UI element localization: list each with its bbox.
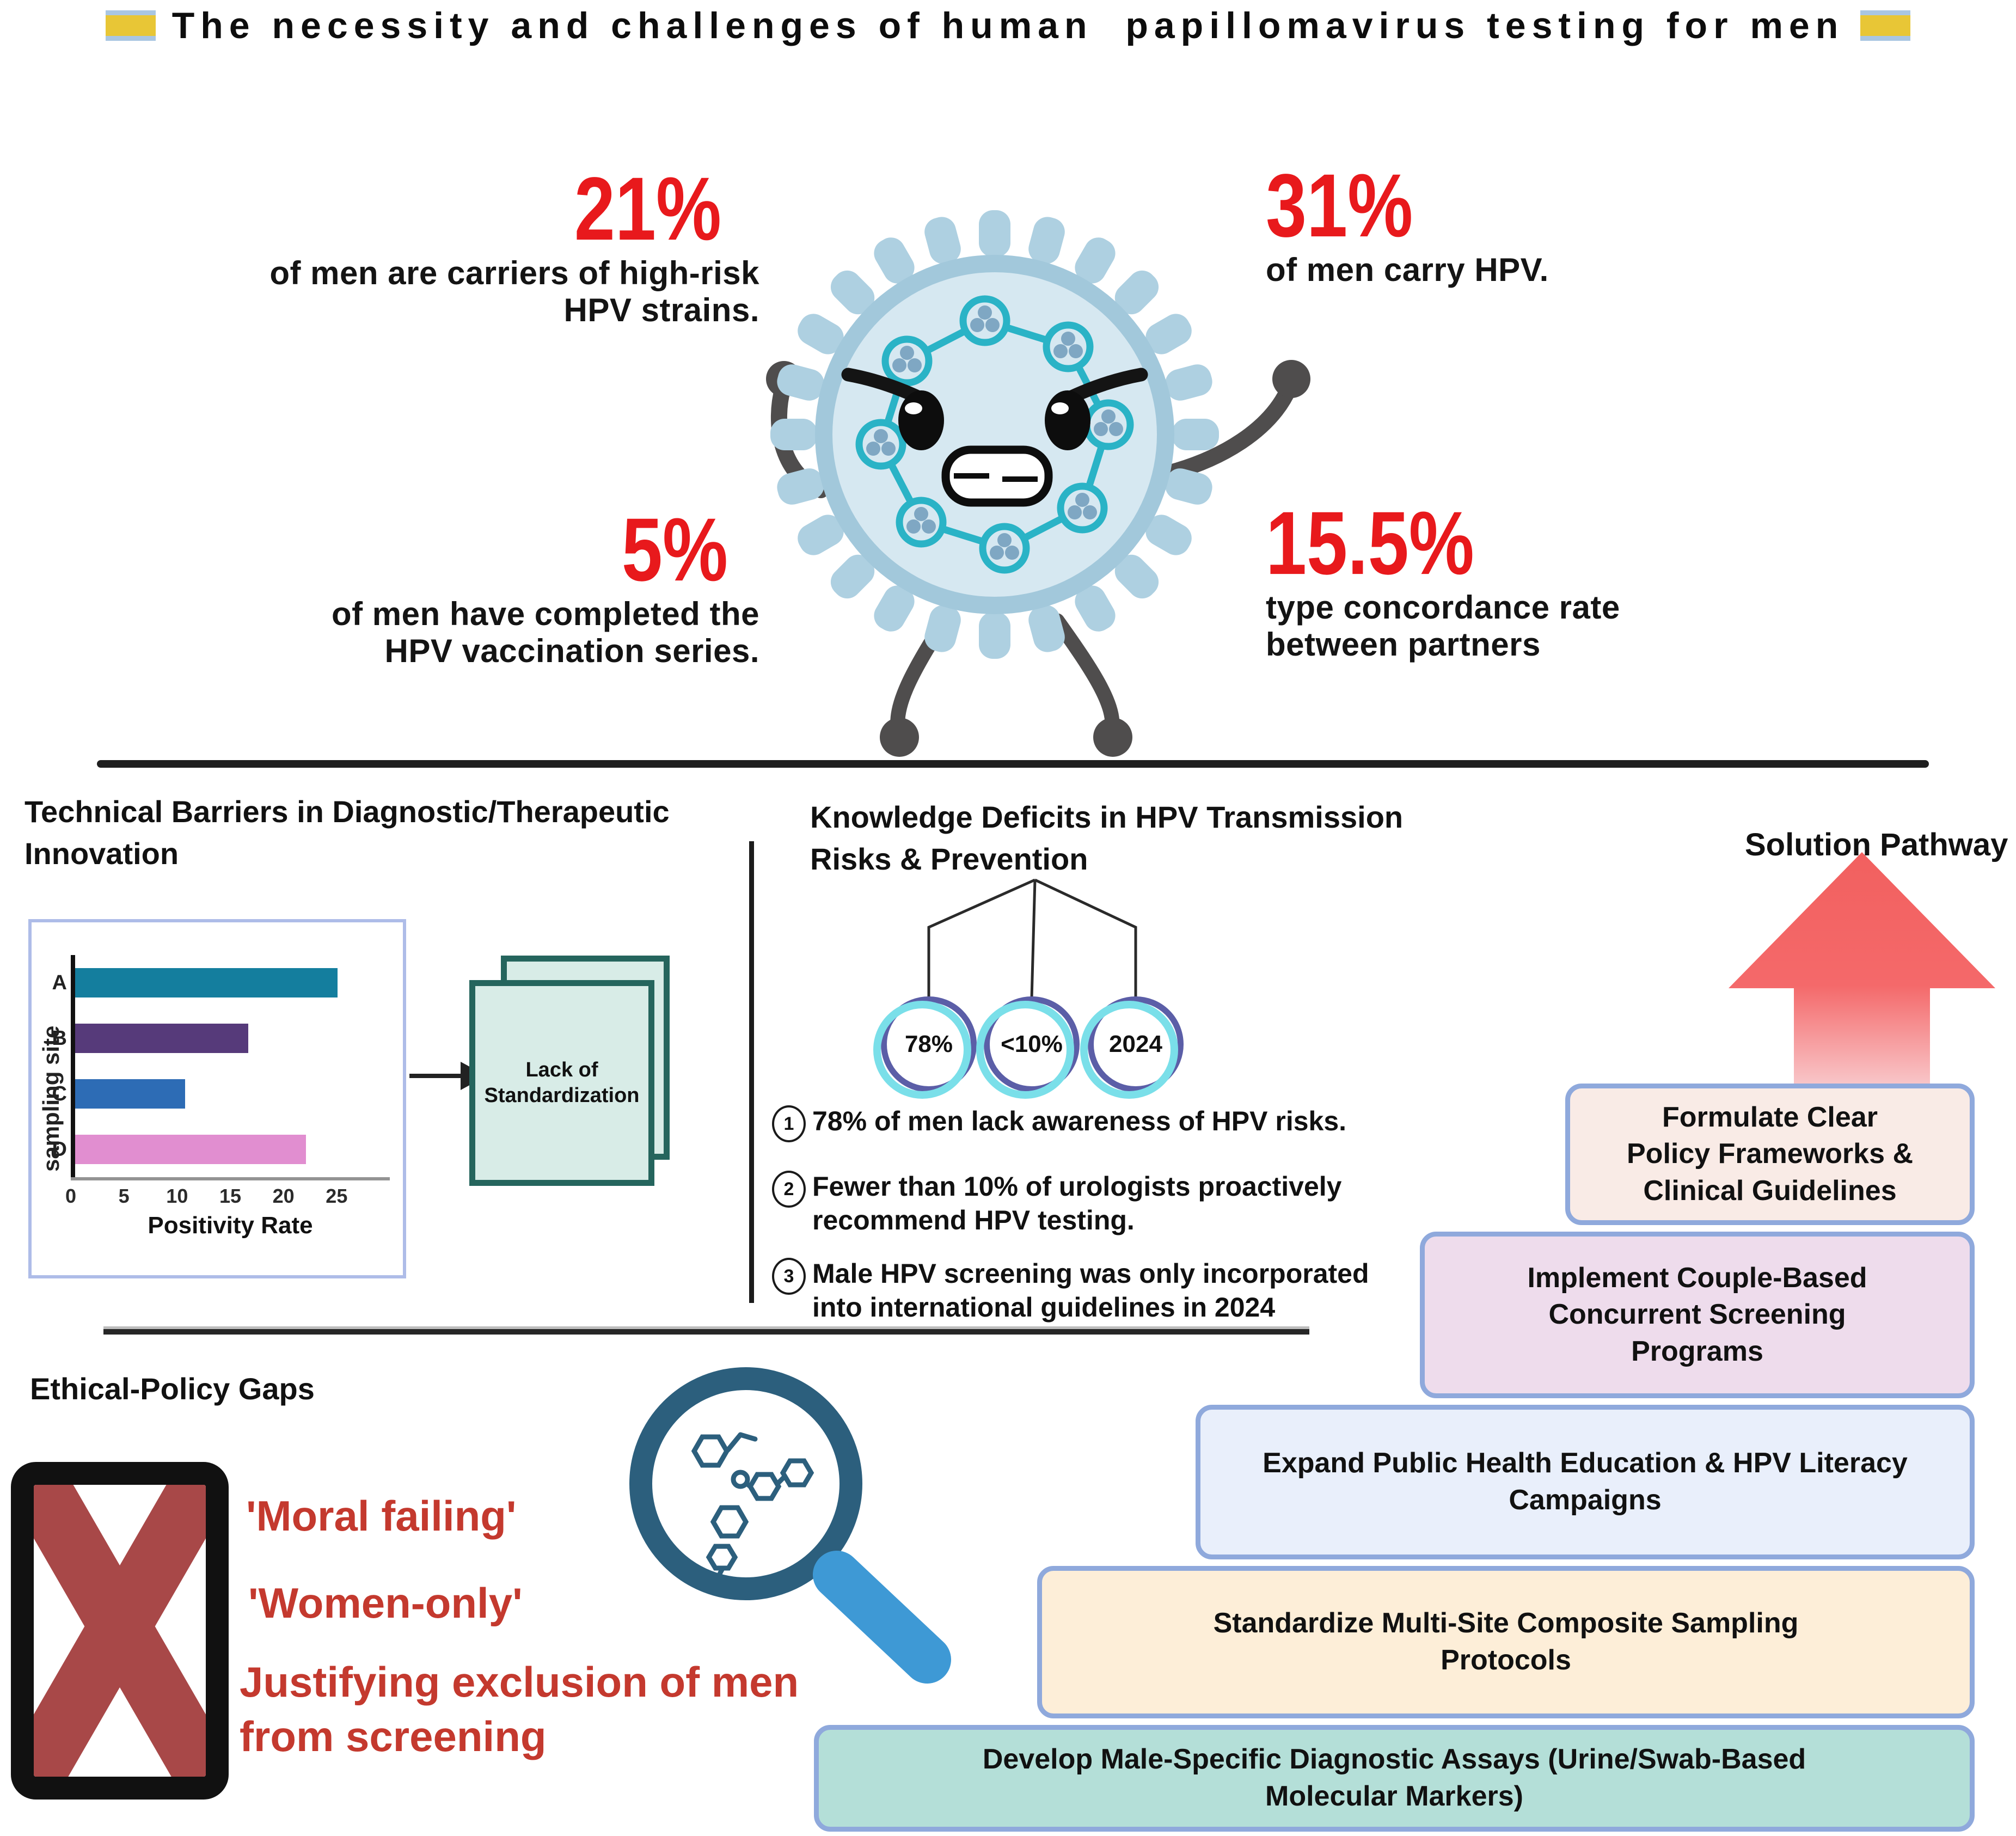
stat-label: of men are carriers of high-risk HPV str… [269, 255, 759, 328]
magnifier-icon [629, 1367, 951, 1684]
point-text: 78% of men lack awareness of HPV risks. [812, 1106, 1347, 1136]
knowledge-point-2: 2 Fewer than 10% of urologists proactive… [772, 1170, 1398, 1237]
knowledge-circle-awareness: 78% [881, 996, 977, 1092]
stat-vaccination-series: 5% of men have completed the HPV vaccina… [280, 505, 759, 670]
point-text: Fewer than 10% of urologists proactively… [812, 1171, 1342, 1235]
point-number-badge: 2 [772, 1171, 806, 1208]
chart-bar-track [75, 1135, 390, 1164]
chart-category-label: C [52, 1082, 67, 1105]
x-mark-icon [11, 1462, 229, 1800]
positivity-rate-chart: sampling site A B C D 0 5 10 15 20 25 Positivity… [28, 919, 406, 1278]
chart-x-axis-label: Positivity Rate [148, 1212, 313, 1239]
technical-section-heading: Technical Barriers in Diagnostic/Therape… [24, 794, 670, 871]
knowledge-point-3: 3 Male HPV screening was only incorporat… [772, 1257, 1382, 1324]
chart-plot-area: A B C D 0 5 10 15 20 25 Positivity Rate [52, 922, 403, 1275]
section-divider-vertical [749, 841, 754, 1303]
solution-step-label: Expand Public Health Education & HPV Lit… [1263, 1447, 1908, 1516]
chart-bar-track [75, 968, 390, 997]
chart-bar-track [75, 1024, 390, 1053]
chart-tick-label: 5 [118, 1185, 130, 1207]
solution-step-label: Formulate Clear Policy Frameworks & Clin… [1627, 1101, 1913, 1207]
chart-rows: A B C D [52, 955, 390, 1177]
document-label: Lack of Standardization [484, 1058, 640, 1107]
title-marker-left-icon [105, 10, 156, 41]
point-number-badge: 3 [772, 1258, 806, 1295]
chart-bar [75, 1079, 186, 1109]
stat-men-carry-hpv: 31% of men carry HPV. [1266, 161, 1772, 289]
chart-bar [75, 1135, 306, 1164]
knowledge-point-1: 1 78% of men lack awareness of HPV risks… [772, 1104, 1425, 1142]
bracket-tree-lines [927, 878, 1137, 999]
section-divider-bottom [103, 1326, 1309, 1335]
stat-label: of men carry HPV. [1266, 252, 1549, 288]
point-number-badge: 1 [772, 1105, 806, 1142]
up-arrow-icon [1729, 852, 1995, 1094]
chart-tick-label: 10 [166, 1185, 188, 1207]
knowledge-section-heading: Knowledge Deficits in HPV Transmission R… [810, 800, 1404, 877]
solution-step-education: Expand Public Health Education & HPV Lit… [1196, 1405, 1975, 1559]
quote-moral-failing: 'Moral failing' [246, 1492, 517, 1540]
title-marker-right-icon [1860, 10, 1911, 41]
chart-bar-track [75, 1079, 390, 1109]
chart-row: B [41, 1011, 390, 1066]
chart-row: D [41, 1122, 390, 1177]
chart-y-axis-label: sampling site [38, 1025, 64, 1172]
knowledge-circle-year: 2024 [1088, 996, 1184, 1092]
point-text: Male HPV screening was only incorporated… [812, 1258, 1369, 1323]
solution-step-couple-screening: Implement Couple-Based Concurrent Screen… [1420, 1232, 1975, 1398]
knowledge-circle-urologists: <10% [984, 996, 1080, 1092]
title-bar: The necessity and challenges of human pa… [0, 4, 2016, 47]
stat-high-risk-carriers: 21% of men are carriers of high-risk HPV… [253, 164, 759, 329]
virus-character-icon [766, 210, 1310, 757]
solution-section-heading: Solution Pathway [1745, 827, 2008, 862]
arrow-right-icon [409, 1074, 464, 1078]
stat-value: 5% [621, 499, 728, 600]
chart-tick-label: 25 [326, 1185, 348, 1207]
molecule-icon [691, 1432, 814, 1595]
solution-step-label: Standardize Multi-Site Composite Samplin… [1213, 1607, 1799, 1676]
quote-justifying-exclusion: Justifying exclusion of men from screeni… [240, 1658, 799, 1760]
chart-tick-label: 15 [219, 1185, 242, 1207]
page-title: The necessity and challenges of human pa… [171, 5, 1845, 46]
solution-step-diagnostic-assays: Develop Male-Specific Diagnostic Assays … [814, 1725, 1975, 1832]
chart-bar [75, 1024, 248, 1053]
chart-tick-label: 20 [272, 1185, 295, 1207]
quote-women-only: 'Women-only' [248, 1579, 523, 1627]
ethical-section-heading: Ethical-Policy Gaps [30, 1372, 315, 1406]
solution-step-label: Develop Male-Specific Diagnostic Assays … [982, 1743, 1806, 1812]
stat-label: of men have completed the HPV vaccinatio… [332, 596, 759, 669]
solution-step-policy: Formulate Clear Policy Frameworks & Clin… [1565, 1084, 1975, 1225]
solution-step-label: Implement Couple-Based Concurrent Screen… [1527, 1262, 1867, 1367]
stat-value: 15.5% [1266, 493, 1474, 593]
chart-category-label: B [52, 1026, 67, 1050]
chart-tick-label: 0 [65, 1185, 77, 1207]
stat-value: 31% [1266, 155, 1413, 256]
chart-row: C [41, 1066, 390, 1122]
stat-type-concordance: 15.5% type concordance rate between part… [1266, 498, 1647, 663]
section-divider-top [97, 760, 1929, 768]
stat-label: type concordance rate between partners [1266, 589, 1620, 663]
chart-bar [75, 968, 338, 997]
stat-value: 21% [574, 158, 721, 259]
solution-step-sampling-protocols: Standardize Multi-Site Composite Samplin… [1037, 1566, 1975, 1718]
chart-row: A [41, 955, 390, 1011]
chart-x-axis-ticks: 0 5 10 15 20 25 [65, 1177, 390, 1211]
chart-category-label: D [52, 1137, 67, 1161]
chart-category-label: A [52, 971, 67, 994]
document-stack-icon: Lack of Standardization [469, 980, 654, 1186]
